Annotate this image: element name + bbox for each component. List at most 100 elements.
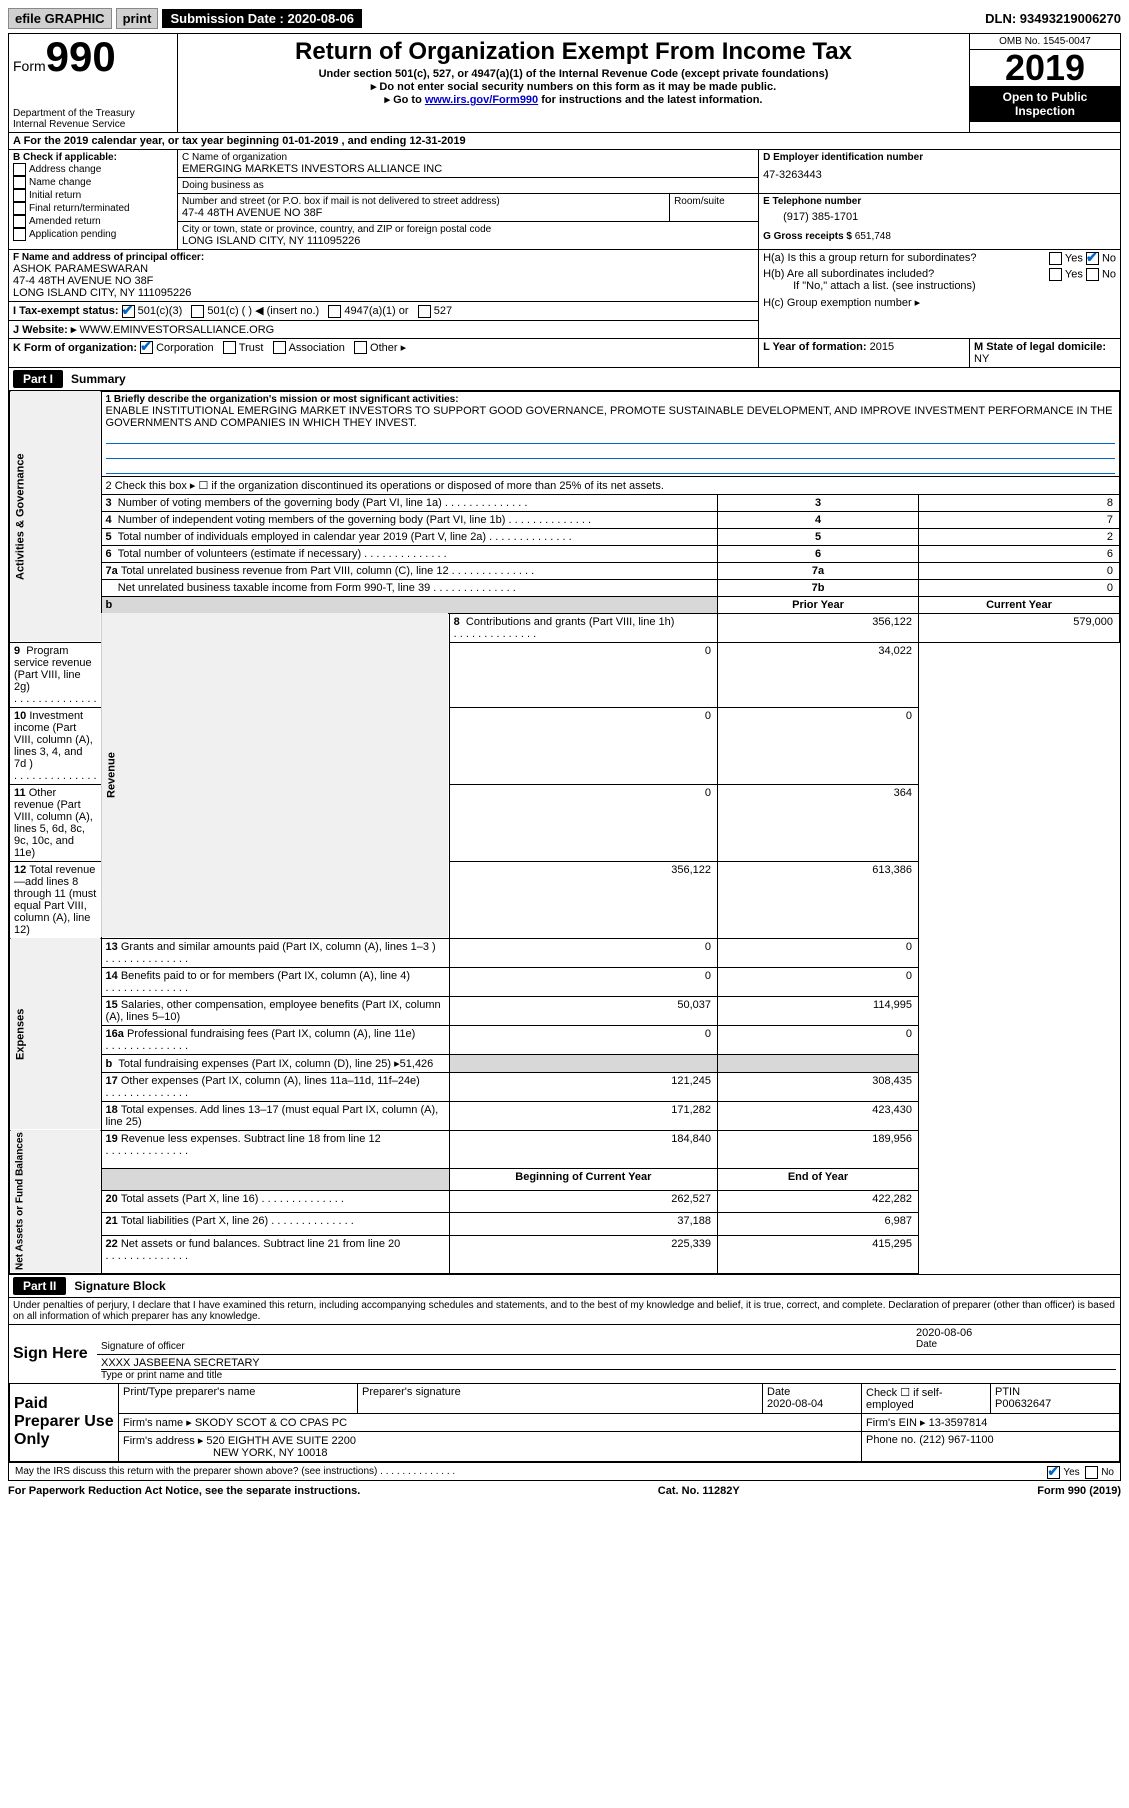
ptin-value: P00632647 bbox=[995, 1398, 1051, 1410]
ein-label: D Employer identification number bbox=[763, 152, 1116, 163]
street-value: 47-4 48TH AVENUE NO 38F bbox=[182, 207, 665, 219]
row-7b: Net unrelated business taxable income fr… bbox=[10, 579, 1120, 596]
cb-corp[interactable] bbox=[140, 341, 153, 354]
sig-date: 2020-08-06 bbox=[916, 1327, 1116, 1339]
cb-assoc[interactable] bbox=[273, 341, 286, 354]
box-m: M State of legal domicile: NY bbox=[970, 338, 1121, 367]
phone-value: (917) 385-1701 bbox=[763, 207, 1116, 231]
hb-no[interactable] bbox=[1086, 268, 1099, 281]
top-bar: efile GRAPHIC print Submission Date : 20… bbox=[8, 8, 1121, 29]
ha-no[interactable] bbox=[1086, 252, 1099, 265]
h-c: H(c) Group exemption number ▸ bbox=[763, 296, 1116, 309]
firm-ein: 13-3597814 bbox=[929, 1417, 988, 1429]
cb-527[interactable] bbox=[418, 305, 431, 318]
tax-year: 2019 bbox=[970, 50, 1120, 86]
form-number: Form990 bbox=[13, 36, 173, 78]
checkbox-initial-return[interactable] bbox=[13, 189, 26, 202]
vert-revenue: Revenue bbox=[101, 613, 449, 938]
sig-officer-label: Signature of officer bbox=[101, 1341, 908, 1352]
h-b: H(b) Are all subordinates included? Yes … bbox=[763, 268, 1116, 280]
part2-header: Part IISignature Block bbox=[9, 1275, 1120, 1298]
row-3: 3 Number of voting members of the govern… bbox=[10, 494, 1120, 511]
date-label: Date bbox=[916, 1339, 1116, 1350]
form-note-1: ▸ Do not enter social security numbers o… bbox=[182, 80, 965, 93]
form-note-2: ▸ Go to www.irs.gov/Form990 for instruct… bbox=[182, 93, 965, 106]
firm-phone: (212) 967-1100 bbox=[919, 1434, 993, 1446]
row-5: 5 Total number of individuals employed i… bbox=[10, 528, 1120, 545]
irs-link[interactable]: www.irs.gov/Form990 bbox=[425, 94, 538, 106]
checkbox-application-pending[interactable] bbox=[13, 228, 26, 241]
form-title: Return of Organization Exempt From Incom… bbox=[182, 38, 965, 66]
line1-text: ENABLE INSTITUTIONAL EMERGING MARKET INV… bbox=[106, 405, 1115, 429]
org-name: EMERGING MARKETS INVESTORS ALLIANCE INC bbox=[182, 163, 754, 175]
phone-label: E Telephone number bbox=[763, 196, 1116, 207]
print-button[interactable]: print bbox=[116, 8, 159, 29]
line2: 2 Check this box ▸ ☐ if the organization… bbox=[101, 476, 1119, 494]
h-a: H(a) Is this a group return for subordin… bbox=[763, 252, 1116, 264]
box-b: B Check if applicable: Address change Na… bbox=[9, 150, 178, 250]
dln: DLN: 93493219006270 bbox=[985, 11, 1121, 26]
cb-501c[interactable] bbox=[191, 305, 204, 318]
type-name-label: Type or print name and title bbox=[101, 1370, 1116, 1381]
form-subtitle: Under section 501(c), 527, or 4947(a)(1)… bbox=[182, 68, 965, 80]
discuss-yes[interactable] bbox=[1047, 1466, 1060, 1479]
prep-date: 2020-08-04 bbox=[767, 1398, 823, 1410]
cb-other[interactable] bbox=[354, 341, 367, 354]
dba-label: Doing business as bbox=[182, 180, 754, 191]
firm-addr2: NEW YORK, NY 10018 bbox=[123, 1447, 328, 1459]
city-value: LONG ISLAND CITY, NY 111095226 bbox=[182, 235, 754, 247]
paid-preparer-label: Paid Preparer Use Only bbox=[10, 1383, 119, 1461]
cb-4947[interactable] bbox=[328, 305, 341, 318]
firm-addr1: 520 EIGHTH AVE SUITE 2200 bbox=[206, 1435, 356, 1447]
city-label: City or town, state or province, country… bbox=[182, 224, 754, 235]
discuss-no[interactable] bbox=[1085, 1466, 1098, 1479]
part1-header: Part ISummary bbox=[9, 368, 1120, 391]
row-6: 6 Total number of volunteers (estimate i… bbox=[10, 545, 1120, 562]
h-b-note: If "No," attach a list. (see instruction… bbox=[763, 280, 1116, 292]
checkbox-address-change[interactable] bbox=[13, 163, 26, 176]
cb-trust[interactable] bbox=[223, 341, 236, 354]
checkbox-final-return[interactable] bbox=[13, 202, 26, 215]
discuss-line: May the IRS discuss this return with the… bbox=[9, 1462, 1120, 1480]
street-label: Number and street (or P.O. box if mail i… bbox=[182, 196, 665, 207]
org-name-label: C Name of organization bbox=[182, 152, 754, 163]
vert-expenses: Expenses bbox=[10, 938, 102, 1130]
vert-net: Net Assets or Fund Balances bbox=[10, 1130, 102, 1273]
efile-badge: efile GRAPHIC bbox=[8, 8, 112, 29]
room-label: Room/suite bbox=[674, 196, 754, 207]
ha-yes[interactable] bbox=[1049, 252, 1062, 265]
prep-name-label: Print/Type preparer's name bbox=[119, 1383, 358, 1413]
box-k: K Form of organization: Corporation Trus… bbox=[9, 338, 759, 367]
prep-sig-label: Preparer's signature bbox=[358, 1383, 763, 1413]
hb-yes[interactable] bbox=[1049, 268, 1062, 281]
submission-label: Submission Date : bbox=[170, 11, 287, 26]
checkbox-name-change[interactable] bbox=[13, 176, 26, 189]
officer-printed-name: XXXX JASBEENA SECRETARY bbox=[101, 1357, 1116, 1370]
box-i: I Tax-exempt status: 501(c)(3) 501(c) ( … bbox=[9, 302, 759, 321]
checkbox-amended[interactable] bbox=[13, 215, 26, 228]
cb-501c3[interactable] bbox=[122, 305, 135, 318]
officer-name: ASHOK PARAMESWARAN bbox=[13, 263, 754, 275]
sign-here-label: Sign Here bbox=[9, 1325, 97, 1383]
firm-name: SKODY SCOT & CO CPAS PC bbox=[195, 1417, 347, 1429]
officer-addr2: LONG ISLAND CITY, NY 111095226 bbox=[13, 287, 754, 299]
submission-date: Submission Date : 2020-08-06 bbox=[162, 9, 362, 28]
line1-label: 1 Briefly describe the organization's mi… bbox=[106, 394, 1115, 405]
page-footer: For Paperwork Reduction Act Notice, see … bbox=[8, 1481, 1121, 1497]
officer-addr1: 47-4 48TH AVENUE NO 38F bbox=[13, 275, 754, 287]
gross-receipts: G Gross receipts $ 651,748 bbox=[763, 231, 1116, 242]
vert-activities: Activities & Governance bbox=[10, 391, 102, 642]
ein-value: 47-3263443 bbox=[763, 163, 1116, 181]
box-l: L Year of formation: 2015 bbox=[759, 338, 970, 367]
box-j: J Website: ▸ WWW.EMINVESTORSALLIANCE.ORG bbox=[9, 320, 759, 338]
officer-label: F Name and address of principal officer: bbox=[13, 252, 754, 263]
period-line: A For the 2019 calendar year, or tax yea… bbox=[9, 133, 1121, 150]
row-4: 4 Number of independent voting members o… bbox=[10, 511, 1120, 528]
form-990-table: Form990 Department of the Treasury Inter… bbox=[8, 33, 1121, 368]
submission-value: 2020-08-06 bbox=[288, 11, 355, 26]
open-public-badge: Open to Public Inspection bbox=[970, 86, 1120, 122]
declaration: Under penalties of perjury, I declare th… bbox=[9, 1298, 1120, 1325]
dept-treasury: Department of the Treasury Internal Reve… bbox=[13, 108, 173, 130]
row-7a: 7a Total unrelated business revenue from… bbox=[10, 562, 1120, 579]
self-employed-check[interactable]: Check ☐ if self-employed bbox=[862, 1383, 991, 1413]
